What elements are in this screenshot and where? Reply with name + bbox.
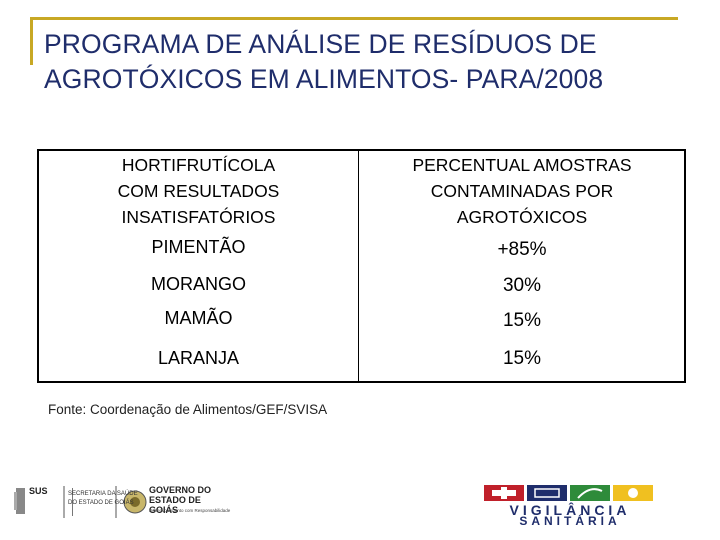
coat-of-arms-icon [14,486,147,518]
header-left-line: HORTIFRUTÍCOLA [121,155,276,175]
source-note: Fonte: Coordenação de Alimentos/GEF/SVIS… [48,402,328,417]
header-right-line: CONTAMINADAS POR [430,181,614,201]
header-right-line: AGROTÓXICOS [456,207,588,227]
vigilancia-emblem-icon [484,485,653,501]
government-logos: SUS SECRETARIA DA SAÚDE DO ESTADO DE GOI… [12,482,230,522]
header-left-line: INSATISFATÓRIOS [121,207,276,227]
vigilancia-sanitaria-logo: VIGILÂNCIA SANITÁRIA [480,483,660,528]
title-frame-top [30,17,678,20]
title-line-1: PROGRAMA DE ANÁLISE DE RESÍDUOS DE [44,29,597,59]
sanitaria-text: SANITÁRIA [519,514,621,528]
secretaria-logo: SECRETARIA DA SAÚDE DO ESTADO DE GOIÁS [68,490,138,508]
secretaria-line: SECRETARIA DA SAÚDE [68,491,138,497]
row-item-morango: MORANGO [150,274,246,294]
secretaria-line: DO ESTADO DE GOIÁS [68,500,134,506]
vigilancia-text: VIGILÂNCIA [509,502,631,518]
header-right: PERCENTUAL AMOSTRAS CONTAMINADAS POR AGR… [359,152,685,230]
title-frame-left [30,17,33,65]
row-item-laranja: LARANJA [157,348,240,368]
governo-slogan: Desenvolvimento com Responsabilidade [149,508,231,513]
results-table [37,149,686,383]
header-left: HORTIFRUTÍCOLA COM RESULTADOS INSATISFAT… [39,152,358,230]
row-value-mamao: 15% [502,310,542,331]
header-left-line: COM RESULTADOS [117,181,280,201]
title-line-2: AGROTÓXICOS EM ALIMENTOS- PARA/2008 [44,64,604,94]
row-value-pimentao: +85% [497,239,547,260]
header-right-line: PERCENTUAL AMOSTRAS [412,155,632,175]
governo-line: GOVERNO DO [149,485,212,495]
governo-line: ESTADO DE GOIÁS [149,495,201,515]
row-value-laranja: 15% [502,348,542,369]
governo-logo: GOVERNO DO ESTADO DE GOIÁS [149,485,220,515]
page-title: PROGRAMA DE ANÁLISE DE RESÍDUOS DE AGROT… [44,27,684,97]
row-value-morango: 30% [502,275,542,296]
table-column-divider [358,149,359,383]
row-item-mamao: MAMÃO [164,308,233,328]
sus-logo: SUS [29,486,48,496]
row-item-pimentao: PIMENTÃO [151,237,246,257]
